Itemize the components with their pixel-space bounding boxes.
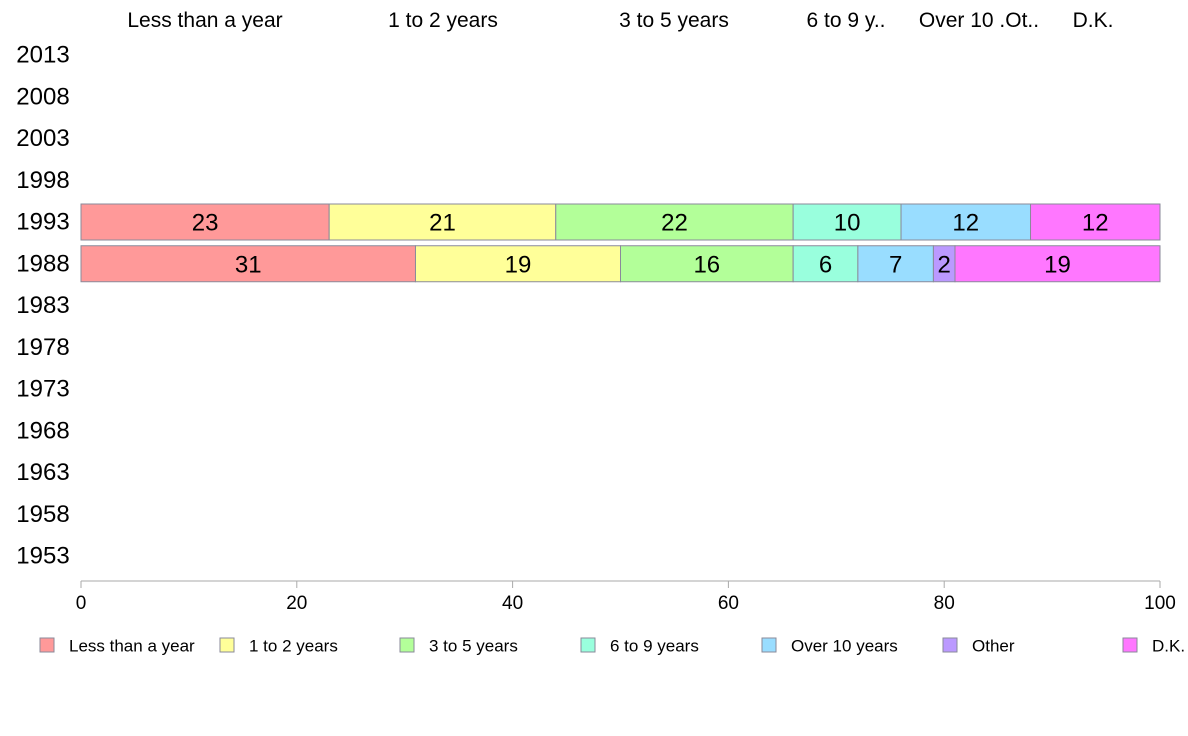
bar-segment [620,245,794,283]
bar-segment [80,203,330,241]
x-tick-label: 0 [76,593,87,614]
category-header: 3 to 5 years [619,9,729,32]
legend-swatch [39,637,55,653]
bar-value-label: 10 [834,210,861,237]
category-header: 1 to 2 years [388,9,498,32]
year-label: 2003 [16,125,69,152]
bar-value-label: 31 [235,251,262,278]
x-tick-label: 60 [718,593,739,614]
bar-value-label: 19 [1044,251,1071,278]
year-label: 1953 [16,543,69,570]
bar-segment [1030,203,1161,241]
bar-value-label: 19 [505,251,532,278]
bar-value-label: 6 [819,251,832,278]
legend-label: 3 to 5 years [429,637,518,656]
bar-segment [900,203,1032,241]
bar-value-label: 12 [1082,210,1109,237]
bar-segment [954,245,1161,283]
category-headers: Less than a year 1 to 2 years 3 to 5 years… [127,9,1113,32]
bar-segment [555,203,794,241]
legend-swatch [942,637,958,653]
year-label: 1973 [16,376,69,403]
bar-segment [328,203,557,241]
year-label: 1993 [16,209,69,236]
legend-swatch [219,637,235,653]
year-label: 1963 [16,459,69,486]
legend: Less than a year 1 to 2 years 3 to 5 years… [39,637,1185,656]
year-label: 1998 [16,167,69,194]
legend-label: D.K. [1152,637,1185,656]
legend-swatch [399,637,415,653]
legend-label: Less than a year [69,637,195,656]
year-label: 1983 [16,292,69,319]
x-tick-label: 20 [286,593,307,614]
bar-value-label: 21 [429,210,456,237]
legend-label: Over 10 years [791,637,898,656]
legend-label: Other [972,637,1015,656]
category-header: 6 to 9 y.. [807,9,886,32]
bar-value-label: 16 [693,251,720,278]
year-axis-labels: 2013 2008 2003 1998 1993 1988 1983 1978 1973 1968… [16,42,69,570]
bar-segment [792,245,859,283]
legend-swatch [761,637,777,653]
year-label: 1988 [16,250,69,277]
x-axis: 0 20 40 60 80 100 [76,580,1176,614]
category-header: Less than a year [127,9,282,32]
bar-value-label: 2 [938,251,951,278]
x-tick-label: 40 [502,593,523,614]
legend-label: 1 to 2 years [249,637,338,656]
year-label: 1958 [16,501,69,528]
bars: 23 21 22 10 12 12 31 19 16 6 7 2 19 [80,203,1161,283]
year-label: 1978 [16,334,69,361]
category-header: D.K. [1073,9,1114,32]
year-label: 2008 [16,83,69,110]
bar-value-label: 7 [889,251,902,278]
legend-swatch [580,637,596,653]
bar-segment [414,245,621,283]
bar-value-label: 23 [192,210,219,237]
legend-swatch [1122,637,1138,653]
x-tick-label: 80 [934,593,955,614]
bar-value-label: 12 [952,210,979,237]
legend-label: 6 to 9 years [610,637,699,656]
year-label: 1968 [16,417,69,444]
year-label: 2013 [16,42,69,69]
bar-value-label: 22 [661,210,688,237]
x-tick-label: 100 [1144,593,1176,614]
bar-segment [80,245,416,283]
category-header: Over 10 .Ot.. [919,9,1039,32]
